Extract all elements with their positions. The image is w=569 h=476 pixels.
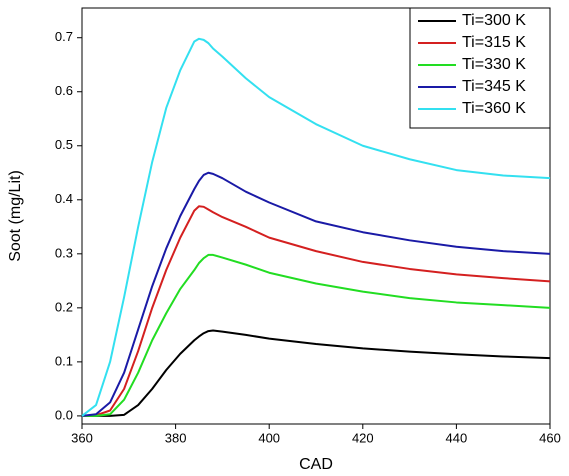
- y-tick-label: 0.1: [55, 353, 73, 368]
- y-tick-label: 0.4: [55, 191, 73, 206]
- x-axis-label: CAD: [299, 456, 333, 473]
- legend-label: Ti=315 K: [462, 34, 526, 51]
- y-tick-label: 0.7: [55, 29, 73, 44]
- legend-label: Ti=330 K: [462, 56, 526, 73]
- legend-label: Ti=300 K: [462, 12, 526, 29]
- x-tick-label: 440: [446, 430, 468, 445]
- x-tick-label: 360: [71, 430, 93, 445]
- x-tick-label: 400: [258, 430, 280, 445]
- series-line: [82, 253, 551, 417]
- y-tick-label: 0.2: [55, 299, 73, 314]
- y-tick-label: 0.5: [55, 137, 73, 152]
- x-tick-label: 460: [539, 430, 561, 445]
- legend-label: Ti=360 K: [462, 100, 526, 117]
- series-line: [81, 171, 551, 417]
- y-tick-label: 0.0: [55, 407, 73, 422]
- y-tick-label: 0.6: [55, 83, 73, 98]
- series-line: [81, 37, 551, 417]
- x-tick-label: 380: [165, 430, 187, 445]
- x-tick-label: 420: [352, 430, 374, 445]
- legend-label: Ti=345 K: [462, 78, 526, 95]
- series-line: [82, 329, 551, 417]
- y-tick-label: 0.3: [55, 245, 73, 260]
- y-axis-label: Soot (mg/Lit): [7, 170, 24, 262]
- plot-frame: [81, 7, 551, 425]
- series-line: [81, 205, 551, 417]
